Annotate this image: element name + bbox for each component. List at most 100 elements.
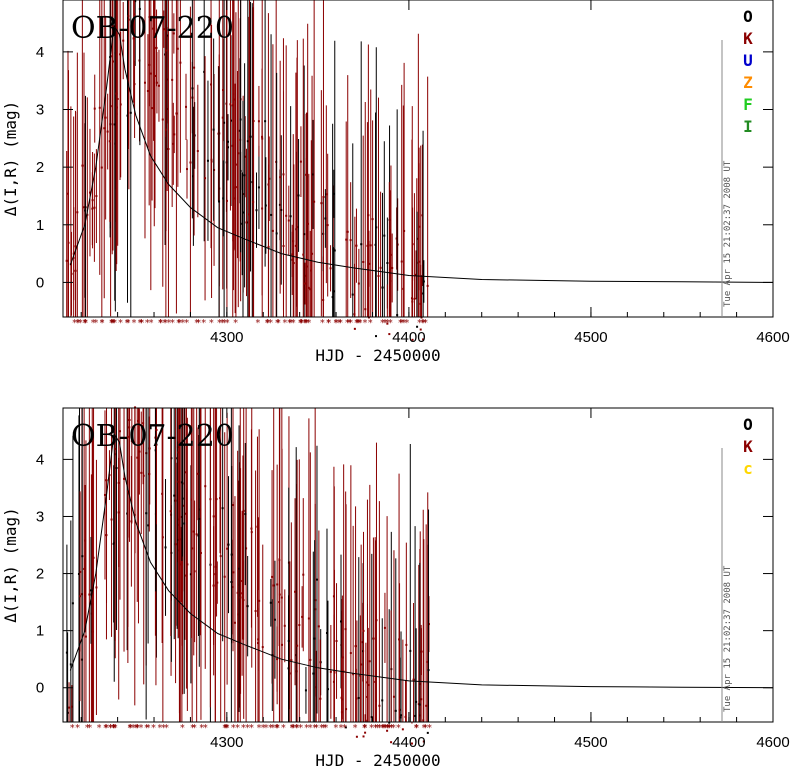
data-point [136, 456, 139, 459]
data-point [400, 260, 403, 263]
data-point [170, 457, 173, 460]
data-point [162, 28, 165, 31]
data-point [364, 731, 367, 734]
observation-marker: * [299, 724, 304, 734]
data-point [70, 705, 73, 708]
data-point [303, 233, 306, 236]
data-point [418, 703, 421, 706]
observation-marker: * [378, 724, 383, 734]
data-point [333, 249, 336, 252]
data-point [81, 555, 84, 558]
observation-marker: * [353, 724, 358, 734]
observation-marker: * [402, 319, 407, 329]
data-point [375, 699, 378, 702]
data-point [69, 663, 72, 666]
observation-marker: * [303, 319, 308, 329]
observation-marker: * [391, 724, 396, 734]
observation-marker: * [104, 724, 109, 734]
observation-marker: * [139, 724, 144, 734]
data-point [148, 16, 151, 19]
observation-marker: * [76, 319, 81, 329]
observation-marker: * [305, 319, 310, 329]
data-point [333, 671, 336, 674]
y-tick-label: 2 [36, 566, 44, 583]
data-point [346, 230, 349, 233]
observation-marker: * [347, 319, 352, 329]
data-point [173, 494, 176, 497]
y-axis-label: Δ(I,R) (mag) [1, 101, 20, 217]
observation-marker: * [290, 724, 295, 734]
observation-marker: * [334, 319, 339, 329]
data-point [153, 71, 156, 74]
data-point [329, 670, 332, 673]
y-tick-label: 4 [36, 44, 44, 61]
plot-frame [62, 0, 774, 318]
data-point [294, 244, 297, 247]
data-point [91, 630, 94, 633]
data-point [234, 197, 237, 200]
observation-marker: * [108, 724, 113, 734]
observation-marker: * [396, 724, 401, 734]
observation-marker: * [134, 724, 139, 734]
observation-marker: * [291, 724, 296, 734]
data-point [193, 66, 196, 69]
legend-entry: O [743, 7, 753, 26]
data-point [411, 338, 414, 341]
observation-marker: * [135, 724, 140, 734]
data-point [288, 672, 291, 675]
data-point [179, 61, 182, 64]
data-point [231, 144, 234, 147]
observation-marker: * [386, 724, 391, 734]
data-point [379, 266, 382, 269]
data-point [112, 542, 115, 545]
observation-marker: * [304, 724, 309, 734]
data-point [93, 206, 96, 209]
observation-marker: * [222, 319, 227, 329]
data-point [425, 704, 428, 707]
observation-marker: * [131, 724, 136, 734]
data-point [340, 620, 343, 623]
data-point [395, 237, 398, 240]
data-point [143, 81, 146, 84]
observation-marker: * [298, 319, 303, 329]
observation-marker: * [299, 319, 304, 329]
data-point [66, 711, 69, 714]
data-point [204, 177, 207, 180]
data-point [71, 602, 74, 605]
observation-marker: * [355, 319, 360, 329]
observation-marker: * [423, 724, 428, 734]
data-point [422, 292, 425, 295]
observation-marker: * [85, 724, 90, 734]
data-point [261, 646, 264, 649]
data-point [72, 252, 75, 255]
observation-marker: * [128, 724, 133, 734]
data-point [216, 581, 219, 584]
observation-marker: * [375, 724, 380, 734]
data-point [105, 534, 108, 537]
data-point [375, 226, 378, 229]
observation-marker: * [275, 724, 280, 734]
data-point [176, 47, 179, 50]
data-point [355, 735, 358, 738]
observation-marker: * [83, 319, 88, 329]
data-point [191, 87, 194, 90]
observation-marker: * [385, 724, 390, 734]
data-point [237, 152, 240, 155]
data-point [106, 130, 109, 133]
observation-marker: * [181, 319, 186, 329]
data-point [362, 735, 365, 738]
data-point [195, 533, 198, 536]
data-point [366, 695, 369, 698]
data-point [74, 245, 77, 248]
observation-marker: * [159, 319, 164, 329]
observation-marker: * [265, 319, 270, 329]
data-point [287, 639, 290, 642]
observation-marker: * [75, 724, 80, 734]
chart-title: OB-07-220 [71, 11, 234, 46]
data-point [391, 266, 394, 269]
data-point [415, 700, 418, 703]
data-point [305, 274, 308, 277]
data-point [230, 553, 233, 556]
data-point [126, 490, 129, 493]
model-curve [69, 432, 774, 689]
